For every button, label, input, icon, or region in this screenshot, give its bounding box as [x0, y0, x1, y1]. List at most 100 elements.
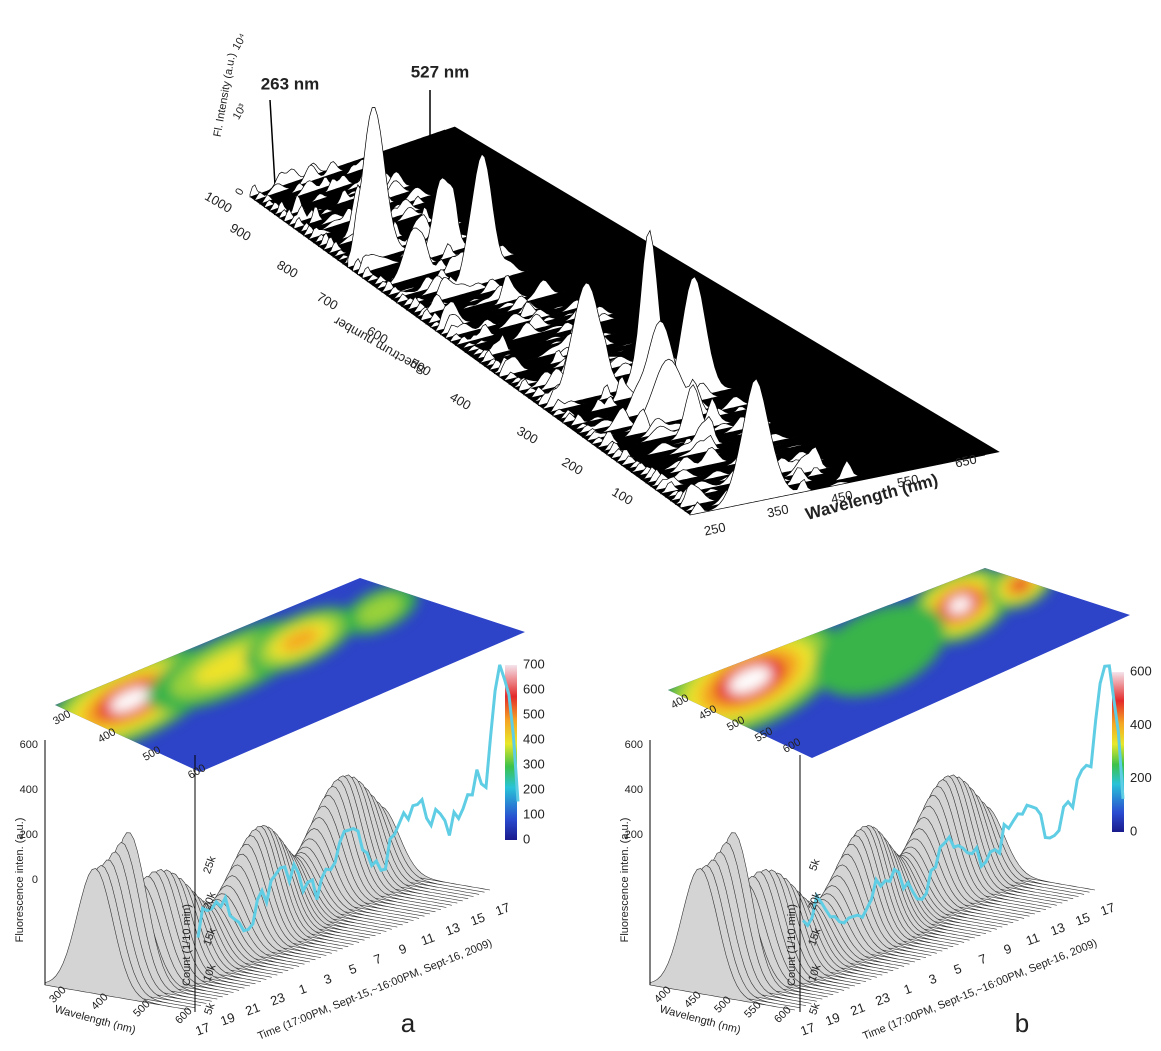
- spectrum: [450, 277, 692, 343]
- time-tick-label: 13: [443, 919, 462, 938]
- colorbar-tick-label: 700: [523, 656, 545, 671]
- spectrum-label: Spectrum number: [330, 313, 428, 378]
- spectrum: [649, 868, 796, 1011]
- y-tick-label: 0: [233, 186, 246, 197]
- spectrum: [425, 259, 662, 325]
- contour-bg: [55, 578, 525, 772]
- count-tick-label: 25k: [201, 854, 219, 875]
- time-tick-label: 17: [493, 899, 512, 918]
- intensity-tick-label: 200: [625, 829, 643, 841]
- time-tick-label: 17: [193, 1019, 212, 1038]
- spectrum-tick-label: 1000: [202, 188, 235, 215]
- contour: [668, 568, 1054, 740]
- spectrum-tick-label: 100: [609, 484, 635, 508]
- intensity-tick-label: 400: [20, 784, 38, 796]
- time-tick-label: 7: [977, 951, 989, 968]
- spectrum-tick-label: 300: [514, 423, 540, 447]
- annotation: 263 nm: [261, 74, 320, 93]
- colorbar-tick-label: 200: [523, 781, 545, 796]
- time-tick-label: 21: [848, 999, 867, 1018]
- y-tick-label: 10³: [231, 102, 250, 122]
- colorbar-tick-label: 0: [1130, 823, 1137, 838]
- time-tick-label: 9: [397, 941, 409, 958]
- count-tick-label: 10k: [201, 962, 219, 983]
- wavelength-tick-label: 500: [131, 998, 152, 1019]
- spectrum: [332, 191, 548, 258]
- colorbar-tick-label: 400: [1130, 717, 1152, 732]
- contour-level: [814, 603, 946, 697]
- colorbar-tick-label: 400: [523, 731, 545, 746]
- spectrum-tick-label: 700: [314, 289, 340, 313]
- time-tick-label: 21: [243, 999, 262, 1018]
- time-tick-label: 19: [823, 1009, 842, 1028]
- arrow: [269, 99, 287, 191]
- panel-label: b: [1015, 1008, 1029, 1038]
- intensity-label: Fluorescence inten. (a.u.): [14, 818, 26, 943]
- time-tick-label: 5: [347, 961, 359, 978]
- panel-a: [44, 578, 525, 1012]
- wavelength-tick-label: 350: [766, 501, 790, 520]
- contour-level: [109, 687, 151, 713]
- intensity-tick-label: 400: [625, 784, 643, 796]
- count-trace: [801, 664, 1125, 928]
- count-tick-label: 10k: [806, 962, 824, 983]
- intensity-tick-label: 0: [32, 874, 38, 886]
- time-tick-label: 11: [1024, 930, 1042, 949]
- count-tick-label: 5k: [202, 1001, 217, 1016]
- wavelength-tick-label: 550: [896, 471, 920, 490]
- time-tick-label: 17: [1098, 899, 1117, 918]
- wavelength-tick-label: 250: [703, 519, 727, 538]
- count-tick-label: 15k: [201, 926, 219, 947]
- time-tick-label: 9: [1002, 941, 1014, 958]
- colorbar-tick-label: 200: [1130, 770, 1152, 785]
- contour-level: [281, 628, 319, 652]
- spectrum: [362, 177, 584, 279]
- wavelength-tick-label: 450: [830, 487, 854, 506]
- count-tick-label: 15k: [806, 926, 824, 947]
- time-tick-label: 15: [468, 909, 487, 928]
- wavelength-tick-label: 600: [772, 1004, 793, 1025]
- contour-level: [357, 595, 403, 625]
- colorbar-tick-label: 600: [523, 681, 545, 696]
- wavelength-tick-label: 550: [742, 999, 763, 1020]
- spectrum-tick-label: 800: [274, 257, 300, 281]
- spectrum: [630, 411, 914, 474]
- time-tick-label: 1: [902, 981, 914, 998]
- top-plot: [249, 107, 1000, 516]
- time-tick-label: 7: [372, 951, 384, 968]
- spectrum: [254, 133, 452, 201]
- time-tick-label: 23: [873, 989, 892, 1008]
- colorbar: [505, 665, 517, 840]
- intensity-label: Fluorescence inten. (a.u.): [619, 818, 631, 943]
- count-tick-label: 20k: [201, 890, 219, 911]
- colorbar-tick-label: 0: [523, 831, 530, 846]
- time-tick-label: 3: [322, 971, 334, 988]
- panel-label: a: [401, 1008, 416, 1038]
- spectrum: [689, 378, 986, 516]
- spectrum: [430, 263, 668, 329]
- contour-level: [1010, 578, 1030, 592]
- count-tick-label: 5k: [807, 1001, 822, 1016]
- colorbar-tick-label: 600: [1130, 663, 1152, 678]
- time-tick-label: 13: [1048, 919, 1067, 938]
- spectrum-tick-label: 900: [227, 220, 253, 244]
- spectrum-tick-label: 400: [447, 389, 473, 413]
- spectrum-tick-label: 200: [559, 454, 585, 478]
- count-tick-label: 5k: [807, 857, 822, 872]
- spectrum: [406, 245, 638, 311]
- colorbar-tick-label: 500: [523, 706, 545, 721]
- y-tick-label: 10⁴: [230, 31, 249, 52]
- intensity-tick-label: 200: [20, 829, 38, 841]
- time-tick-label: 23: [268, 989, 287, 1008]
- wavelength-label: Wavelength (nm): [658, 1003, 742, 1036]
- count-tick-label: 20k: [806, 890, 824, 911]
- count-label: Count (1/10 min): [181, 904, 193, 986]
- time-tick-label: 19: [218, 1009, 237, 1028]
- wavelength-tick-label: 650: [954, 451, 978, 470]
- contour-level: [947, 595, 973, 615]
- time-tick-label: 3: [927, 971, 939, 988]
- spectrum: [44, 868, 191, 1011]
- wavelength-tick-label: 600: [173, 1005, 194, 1026]
